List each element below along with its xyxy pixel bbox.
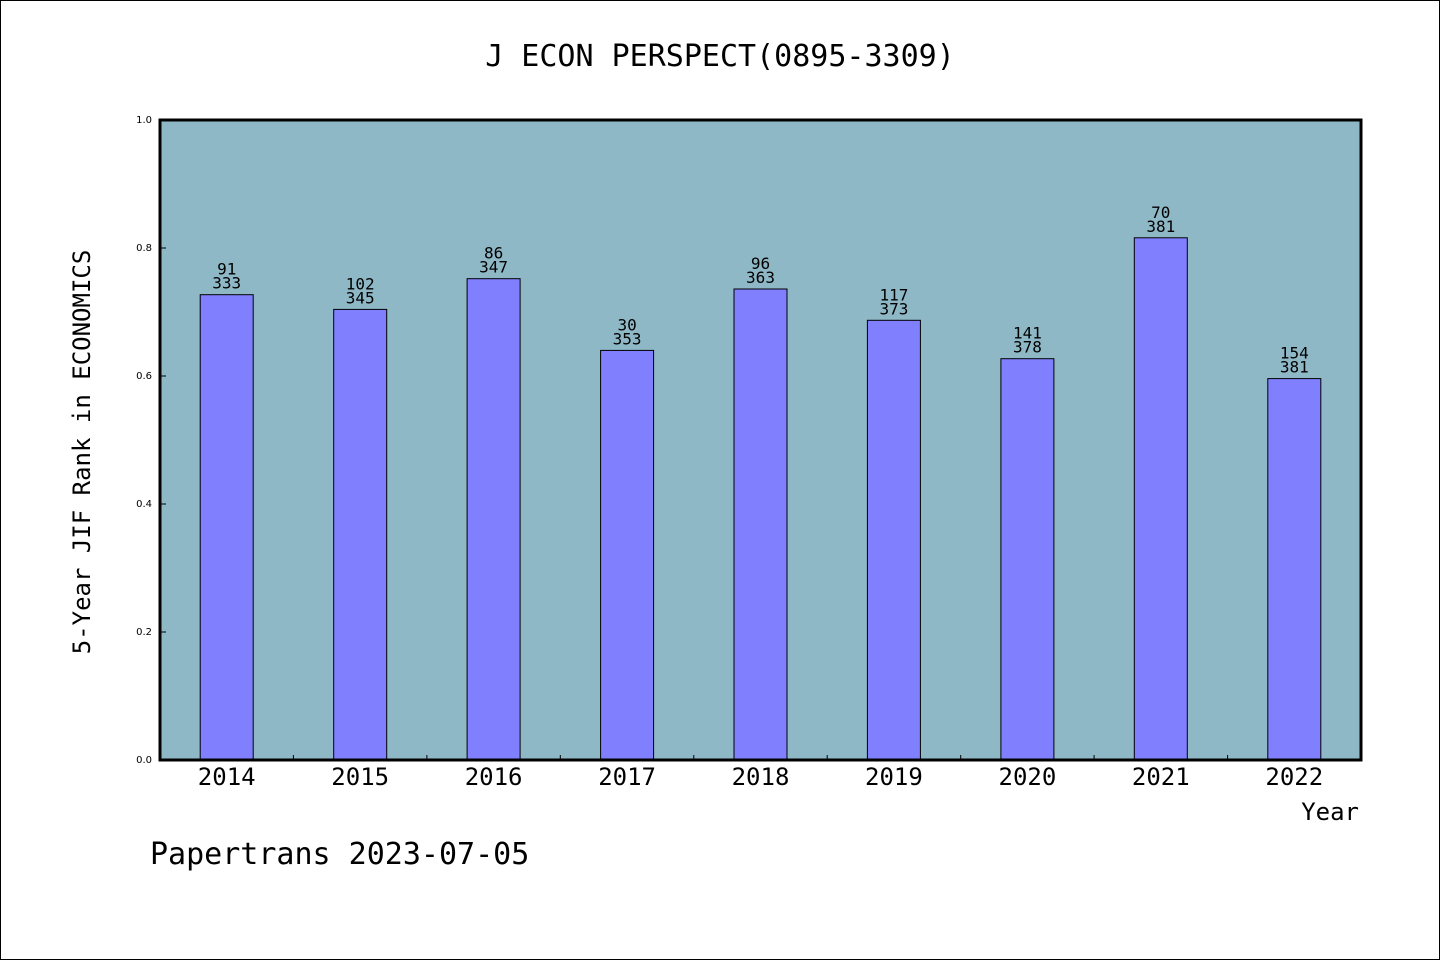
bar-2016 — [466, 278, 521, 761]
bar-total-label: 353 — [613, 329, 642, 348]
bar-rank-label: 96 — [751, 254, 770, 273]
bar-total-label: 378 — [1013, 338, 1042, 357]
bar-total-label: 347 — [479, 258, 508, 277]
bar-rank-label: 91 — [217, 260, 236, 279]
x-tick-label: 2018 — [732, 763, 790, 791]
chart-title: J ECON PERSPECT(0895-3309) — [485, 39, 955, 74]
bar-rank-label: 117 — [879, 285, 908, 304]
bar-2019 — [866, 319, 921, 761]
x-tick-label: 2021 — [1132, 763, 1190, 791]
y-tick-label: 1.0 — [136, 115, 152, 126]
bar-total-label: 373 — [879, 299, 908, 318]
bar-total-label: 381 — [1280, 358, 1309, 377]
x-tick-label: 2014 — [198, 763, 256, 791]
bar-rank-label: 70 — [1151, 203, 1170, 222]
bar-2017 — [600, 349, 655, 761]
y-tick-label: 0.2 — [136, 627, 152, 638]
x-tick-label: 2020 — [999, 763, 1057, 791]
footer-text: Papertrans 2023-07-05 — [150, 837, 529, 872]
x-ticks-group: 2014 2015 2016 2017 2018 2019 2020 2021 2022 — [198, 755, 1323, 791]
bar-rank-label: 102 — [346, 274, 375, 293]
bar-2021 — [1133, 237, 1188, 761]
y-tick-label: 0.4 — [136, 499, 152, 510]
bar-total-label: 333 — [212, 274, 241, 293]
x-tick-label: 2015 — [331, 763, 389, 791]
bar-2018 — [733, 288, 788, 761]
x-tick-label: 2022 — [1265, 763, 1323, 791]
bar-rank-label: 86 — [484, 244, 503, 263]
bar-total-label: 381 — [1146, 217, 1175, 236]
bar-total-label: 363 — [746, 268, 775, 287]
x-tick-label: 2016 — [465, 763, 523, 791]
bar-rank-label: 30 — [617, 315, 636, 334]
bar-rank-label: 154 — [1280, 344, 1309, 363]
bar-2020 — [1000, 358, 1055, 761]
bar-2015 — [333, 308, 388, 761]
bar-rank-label: 141 — [1013, 324, 1042, 343]
bar-2022 — [1267, 378, 1322, 761]
bar-total-label: 345 — [346, 288, 375, 307]
y-tick-label: 0.8 — [136, 243, 152, 254]
x-tick-label: 2017 — [598, 763, 656, 791]
plot-border — [158, 118, 1363, 762]
bar-2014 — [199, 294, 254, 761]
y-axis-label: 5-Year JIF Rank in ECONOMICS — [68, 250, 96, 655]
y-tick-label: 0.0 — [136, 755, 152, 766]
y-tick-label: 0.6 — [136, 371, 152, 382]
x-tick-label: 2019 — [865, 763, 923, 791]
x-axis-label: Year — [1301, 798, 1359, 826]
